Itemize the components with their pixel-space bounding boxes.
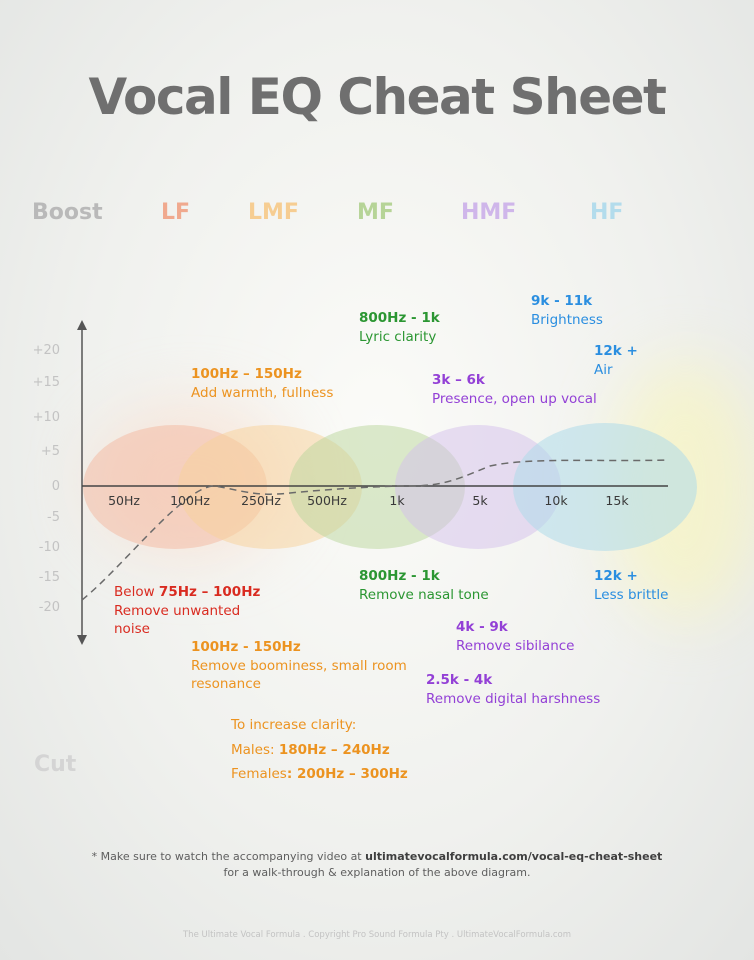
annotation-presence: 3k – 6k Presence, open up vocal bbox=[432, 371, 597, 408]
y-label: +5 bbox=[40, 444, 60, 459]
annotation-nasal: 800Hz - 1k Remove nasal tone bbox=[359, 567, 489, 604]
clarity-note: To increase clarity: Males: 180Hz – 240H… bbox=[231, 713, 408, 787]
annotation-desc: Remove digital harshness bbox=[426, 690, 601, 707]
annotation-prefix: Below bbox=[114, 584, 159, 600]
y-label: +15 bbox=[32, 375, 60, 390]
annotation-desc: noise bbox=[114, 621, 150, 637]
annotation-harshness: 2.5k - 4k Remove digital harshness bbox=[426, 671, 600, 708]
band-label-hf: HF bbox=[590, 200, 624, 225]
clarity-males-label: Males: bbox=[231, 741, 279, 758]
y-label: -20 bbox=[38, 600, 60, 615]
y-label: 0 bbox=[51, 479, 60, 494]
annotation-desc: Air bbox=[594, 361, 613, 378]
band-label-lf: LF bbox=[161, 200, 191, 225]
footnote: * Make sure to watch the accompanying vi… bbox=[0, 849, 754, 881]
annotation-desc: Remove unwanted bbox=[114, 602, 241, 619]
band-ellipse-hf bbox=[513, 423, 697, 551]
boost-label: Boost bbox=[32, 200, 103, 225]
annotation-freq: 100Hz - 150Hz bbox=[191, 639, 301, 655]
annotation-desc: Less brittle bbox=[594, 586, 669, 603]
freq-label: 250Hz bbox=[241, 493, 281, 508]
clarity-females-value: : 200Hz – 300Hz bbox=[286, 766, 408, 782]
clarity-males-value: 180Hz – 240Hz bbox=[278, 741, 390, 758]
y-label: -15 bbox=[38, 570, 60, 585]
clarity-heading: To increase clarity: bbox=[231, 717, 357, 733]
annotation-freq: 3k – 6k bbox=[432, 372, 485, 388]
y-label: -10 bbox=[38, 540, 60, 555]
clarity-females-label: Females bbox=[231, 766, 287, 782]
annotation-warmth: 100Hz – 150Hz Add warmth, fullness bbox=[191, 365, 333, 402]
annotation-sibilance: 4k - 9k Remove sibilance bbox=[456, 618, 575, 655]
annotation-boominess: 100Hz - 150Hz Remove boominess, small ro… bbox=[191, 638, 407, 694]
y-label: +20 bbox=[32, 343, 60, 358]
freq-label: 10k bbox=[544, 493, 568, 508]
annotation-freq: 12k + bbox=[594, 343, 638, 359]
annotation-freq: 12k + bbox=[594, 568, 638, 584]
footnote-url[interactable]: ultimatevocalformula.com/vocal-eq-cheat-… bbox=[365, 850, 663, 863]
annotation-desc: Remove boominess, small room bbox=[191, 657, 407, 674]
band-label-hmf: HMF bbox=[461, 200, 517, 225]
freq-label: 100Hz bbox=[170, 493, 210, 508]
annotation-lyric-clarity: 800Hz - 1k Lyric clarity bbox=[359, 309, 440, 346]
annotation-desc: Remove nasal tone bbox=[359, 586, 489, 603]
annotation-freq: 800Hz - 1k bbox=[359, 310, 440, 326]
annotation-desc: Brightness bbox=[531, 311, 603, 328]
annotation-brightness: 9k - 11k Brightness bbox=[531, 292, 603, 329]
footnote-prefix: * Make sure to watch the accompanying vi… bbox=[91, 850, 366, 863]
annotation-freq: 9k - 11k bbox=[531, 293, 593, 309]
band-label-lmf: LMF bbox=[248, 200, 299, 225]
annotation-freq: 2.5k - 4k bbox=[426, 672, 493, 688]
cut-label: Cut bbox=[34, 752, 77, 777]
freq-label: 50Hz bbox=[108, 493, 140, 508]
annotation-desc: resonance bbox=[191, 676, 261, 692]
credits-footer: The Ultimate Vocal Formula . Copyright P… bbox=[182, 930, 572, 940]
freq-label: 5k bbox=[472, 493, 488, 508]
page-title: Vocal EQ Cheat Sheet bbox=[88, 68, 667, 126]
footnote-line2: for a walk-through & explanation of the … bbox=[223, 866, 531, 879]
freq-label: 500Hz bbox=[307, 493, 347, 508]
annotation-brittle: 12k + Less brittle bbox=[594, 567, 668, 604]
annotation-freq: 75Hz – 100Hz bbox=[158, 584, 261, 600]
annotation-freq: 800Hz - 1k bbox=[359, 568, 440, 584]
freq-label: 15k bbox=[605, 493, 629, 508]
annotation-noise: Below 75Hz – 100Hz Remove unwanted noise bbox=[114, 583, 260, 639]
annotation-desc: Lyric clarity bbox=[359, 328, 437, 345]
freq-label: 1k bbox=[389, 493, 405, 508]
annotation-desc: Presence, open up vocal bbox=[432, 390, 597, 407]
annotation-desc: Add warmth, fullness bbox=[191, 384, 334, 401]
band-label-mf: MF bbox=[357, 200, 394, 225]
annotation-freq: 4k - 9k bbox=[456, 619, 508, 635]
eq-curve bbox=[81, 459, 669, 601]
y-label: -5 bbox=[47, 510, 60, 525]
annotation-air: 12k + Air bbox=[594, 342, 638, 379]
band-ellipse-hmf bbox=[395, 425, 561, 549]
annotation-desc: Remove sibilance bbox=[456, 637, 575, 654]
annotation-freq: 100Hz – 150Hz bbox=[191, 366, 302, 382]
y-label: +10 bbox=[32, 410, 60, 425]
